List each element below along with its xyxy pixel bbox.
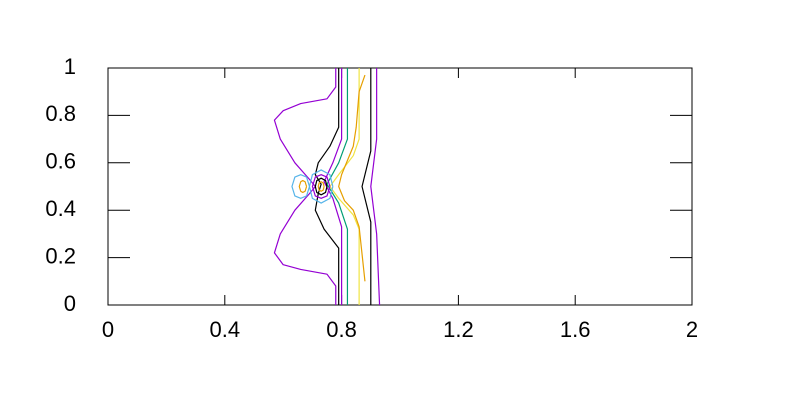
contour-line [311,174,331,199]
x-tick-label: 1.2 [443,317,474,342]
y-tick-label: 0.4 [45,196,76,221]
x-tick-label: 0 [102,317,114,342]
contour-line [314,177,328,196]
x-tick-label: 0.8 [326,317,357,342]
contour-line [370,68,381,306]
contour-line [338,74,366,282]
x-tick-label: 1.6 [560,317,591,342]
plot-border [107,67,693,306]
y-tick-label: 0.2 [45,243,76,268]
contour-line [323,68,343,305]
contour-line [291,174,311,199]
y-tick-label: 1 [64,54,76,79]
contour-line [361,68,372,305]
contour-line [317,181,325,192]
y-tick-label: 0.8 [45,101,76,126]
contour-line [329,68,360,305]
x-tick-label: 0.4 [210,317,241,342]
x-tick-label: 2 [686,317,698,342]
y-tick-label: 0.6 [45,149,76,174]
y-tick-label: 0 [64,291,76,316]
contour-line [314,68,340,305]
contour-line [308,169,334,204]
contour-line [298,179,308,194]
